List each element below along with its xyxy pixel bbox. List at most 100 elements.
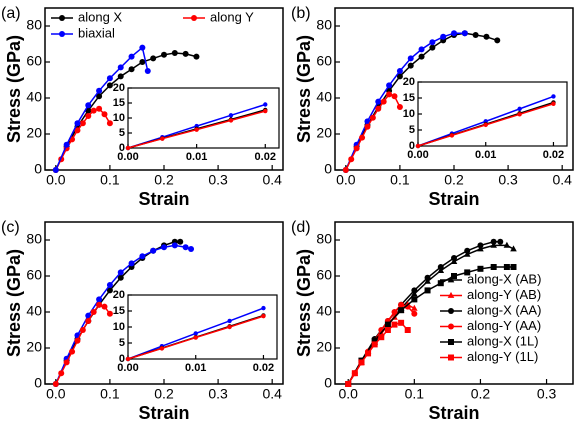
marker (106, 282, 113, 288)
marker (193, 53, 200, 60)
marker (391, 93, 398, 100)
marker (85, 113, 92, 119)
marker (358, 359, 365, 366)
panel-label: (a) (1, 5, 21, 22)
marker (69, 348, 76, 355)
marker (161, 51, 167, 58)
legend-marker (59, 31, 65, 37)
marker (193, 331, 198, 336)
marker (128, 66, 135, 73)
legend-marker (448, 339, 454, 345)
y-tick-label: 0 (409, 140, 415, 152)
series-line (55, 46, 149, 171)
marker (411, 290, 418, 297)
marker (429, 44, 436, 51)
marker (144, 68, 151, 74)
y-tick-label: 10 (113, 112, 125, 124)
marker (74, 127, 81, 134)
y-tick-label: 60 (316, 53, 332, 69)
y-tick-label: 10 (403, 108, 415, 120)
x-tick-label: 0.00 (117, 362, 138, 374)
marker (464, 247, 471, 254)
marker (364, 123, 371, 130)
marker (345, 381, 352, 387)
marker (171, 50, 178, 56)
marker (503, 264, 510, 270)
y-tick-label: 5 (409, 124, 415, 136)
x-axis-label: Strain (138, 403, 189, 423)
marker (101, 303, 108, 310)
legend-label: along Y (210, 9, 254, 24)
legend-label: along X (78, 9, 122, 24)
marker (411, 296, 418, 303)
marker (365, 350, 372, 357)
marker (353, 145, 360, 152)
marker (483, 122, 488, 128)
panel: 0.0 0.1 0.2 0.3 0 20 40 60 80 Strain Stress (GPa) (… (291, 219, 574, 423)
legend: along X along Y biaxial (51, 9, 254, 40)
legend-label: along-X (AA) (467, 302, 541, 317)
plot-area (127, 294, 278, 360)
y-tick-label: 0 (119, 353, 125, 365)
marker (125, 356, 131, 362)
y-tick-label: 20 (403, 76, 415, 88)
marker (461, 30, 468, 37)
marker (407, 55, 414, 62)
marker (396, 68, 403, 74)
marker (464, 269, 471, 276)
y-tick-label: 80 (316, 231, 332, 247)
legend-label: along-X (1L) (467, 333, 539, 348)
marker (74, 337, 81, 344)
legend-label: along-Y (AB) (467, 287, 541, 302)
marker (517, 106, 522, 112)
x-tick-label: 0.1 (100, 172, 120, 188)
x-axis-label: Strain (428, 189, 479, 209)
legend-marker (447, 276, 455, 283)
marker (371, 341, 378, 348)
marker (429, 39, 436, 46)
marker (96, 301, 103, 308)
legend-label: along-X (AB) (467, 271, 541, 286)
marker (415, 143, 421, 149)
marker (437, 280, 444, 287)
marker (263, 102, 268, 107)
marker (472, 32, 479, 38)
marker (375, 98, 382, 105)
y-tick-label: 15 (113, 97, 125, 109)
y-tick-label: 20 (113, 82, 125, 94)
marker (437, 264, 444, 270)
marker (494, 37, 501, 44)
x-axis-label: Strain (428, 403, 479, 423)
marker (117, 274, 124, 281)
marker (128, 53, 135, 60)
marker (342, 167, 349, 173)
marker (418, 53, 425, 60)
marker (451, 273, 457, 279)
legend-label: along-Y (AA) (467, 318, 541, 333)
marker (160, 136, 165, 141)
marker (477, 242, 484, 249)
marker (261, 305, 266, 311)
marker (79, 120, 86, 127)
x-tick-label: 0.0 (338, 386, 358, 402)
legend-label: along-Y (1L) (467, 349, 538, 364)
marker (63, 141, 70, 148)
marker (128, 260, 135, 267)
marker (182, 50, 189, 57)
marker (263, 108, 268, 114)
marker (348, 156, 355, 163)
marker (503, 241, 511, 248)
legend-marker (191, 15, 197, 21)
marker (117, 269, 124, 276)
marker (440, 33, 447, 40)
marker (85, 318, 92, 324)
marker (117, 73, 124, 80)
marker (396, 73, 403, 80)
marker (490, 241, 497, 248)
x-axis-label: Strain (138, 189, 189, 209)
x-tick-label: 0.0 (46, 172, 66, 188)
legend-label: biaxial (78, 25, 115, 40)
marker (384, 321, 391, 328)
x-tick-label: 0.0 (46, 386, 66, 402)
